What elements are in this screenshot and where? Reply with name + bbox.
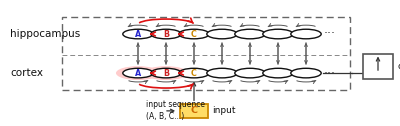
Text: A: A xyxy=(135,69,141,78)
Bar xyxy=(62,17,350,90)
Text: input sequence
(A, B, C...): input sequence (A, B, C...) xyxy=(146,100,205,121)
Circle shape xyxy=(235,68,265,78)
Circle shape xyxy=(179,29,209,39)
Circle shape xyxy=(123,68,153,78)
Circle shape xyxy=(207,68,237,78)
Text: B: B xyxy=(163,69,169,78)
Circle shape xyxy=(151,29,181,39)
Text: ···: ··· xyxy=(324,67,336,80)
Circle shape xyxy=(144,66,188,80)
Text: ···: ··· xyxy=(324,27,336,41)
Circle shape xyxy=(263,29,293,39)
FancyBboxPatch shape xyxy=(180,104,208,118)
Text: output: output xyxy=(397,62,400,71)
Circle shape xyxy=(123,29,153,39)
Text: A: A xyxy=(135,29,141,39)
Text: C: C xyxy=(191,29,197,39)
Text: hippocampus: hippocampus xyxy=(10,29,80,39)
Circle shape xyxy=(291,68,321,78)
Circle shape xyxy=(235,29,265,39)
Text: C: C xyxy=(191,69,197,78)
Circle shape xyxy=(179,68,209,78)
FancyBboxPatch shape xyxy=(363,54,393,79)
Text: C: C xyxy=(190,106,198,115)
Text: B: B xyxy=(163,29,169,39)
Circle shape xyxy=(207,29,237,39)
Text: input: input xyxy=(212,106,236,115)
Circle shape xyxy=(263,68,293,78)
Circle shape xyxy=(116,66,160,80)
Circle shape xyxy=(291,29,321,39)
Circle shape xyxy=(151,68,181,78)
Text: cortex: cortex xyxy=(10,68,43,78)
